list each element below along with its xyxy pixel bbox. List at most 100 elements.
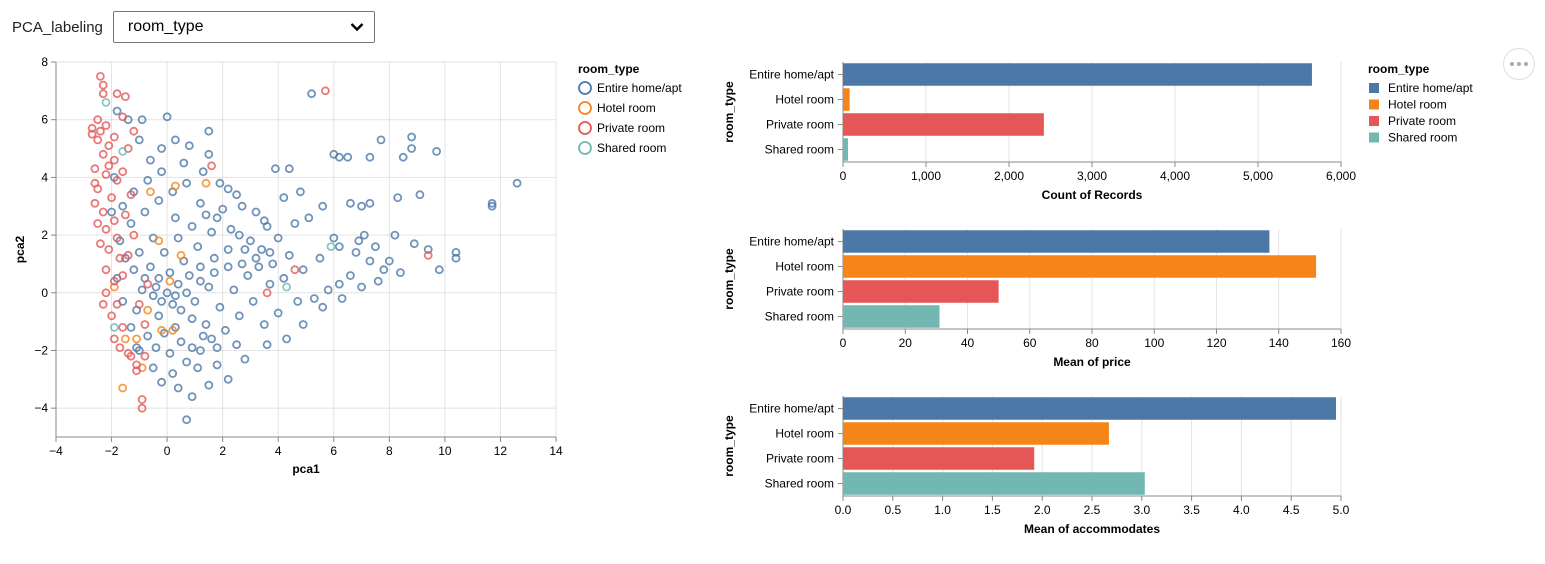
scatter-point	[168, 325, 178, 335]
scatter-tick-label-x: 10	[438, 444, 452, 458]
scatter-point	[129, 230, 139, 240]
scatter-point	[121, 210, 130, 220]
scatter-point	[279, 193, 289, 203]
scatter-point	[154, 273, 164, 283]
scatter-point	[290, 219, 300, 228]
bar-legend-title: room_type	[1368, 62, 1430, 76]
scatter-point	[376, 135, 386, 145]
scatter-point	[248, 296, 258, 306]
scatter-point	[365, 198, 375, 208]
scatter-point	[232, 190, 242, 200]
scatter-point	[204, 282, 214, 292]
bar-tick-label-x: 120	[1206, 336, 1226, 350]
scatter-point	[132, 360, 142, 370]
scatter-point	[187, 343, 197, 353]
scatter-point	[173, 233, 183, 243]
scatter-point	[109, 282, 119, 292]
scatter-point	[323, 285, 333, 295]
scatter-point	[182, 357, 192, 367]
scatter-point	[170, 213, 180, 223]
bar-tick-label-x: 0.5	[884, 503, 901, 517]
scatter-point	[168, 299, 178, 309]
scatter-point	[112, 299, 122, 309]
bar	[843, 397, 1337, 420]
scatter-point	[126, 351, 136, 361]
bar	[843, 305, 940, 328]
scatter-point	[179, 158, 189, 168]
scatter-point	[101, 288, 111, 298]
scatter-point	[395, 268, 405, 278]
scatter-point	[351, 247, 361, 257]
scatter-point	[157, 377, 167, 387]
bar-tick-label-x: 5,000	[1243, 169, 1273, 183]
scatter-point	[98, 80, 108, 90]
scatter-point	[334, 279, 344, 289]
scatter-tick-label-y: 6	[41, 113, 48, 127]
scatter-tick-label-x: −2	[105, 444, 119, 458]
scatter-point	[207, 161, 217, 171]
bar-tick-label-x: 1.5	[984, 503, 1001, 517]
scatter-point	[140, 273, 150, 283]
scatter-point	[182, 178, 192, 188]
scatter-point	[126, 190, 136, 200]
scatter-point	[143, 305, 153, 315]
scatter-point	[98, 89, 108, 99]
scatter-point	[112, 175, 122, 185]
scatter-point	[134, 247, 144, 257]
scatter-tick-label-x: 6	[330, 444, 337, 458]
scatter-point	[107, 207, 116, 217]
scatter-point	[218, 204, 228, 214]
bar-category-label: Private room	[766, 285, 834, 299]
scatter-point	[409, 239, 419, 249]
scatter-point	[298, 265, 308, 275]
scatter-point	[407, 132, 417, 142]
scatter-point	[118, 146, 128, 156]
room-type-select[interactable]: room_type	[112, 11, 375, 43]
scatter-legend-label: Shared room	[597, 141, 666, 155]
bar	[843, 88, 850, 111]
scatter-point	[259, 216, 269, 226]
scatter-point	[487, 201, 497, 211]
bar-tick-label-x: 4.5	[1283, 503, 1300, 517]
scatter-point	[487, 198, 497, 208]
chevron-down-icon	[350, 23, 364, 32]
scatter-point	[223, 262, 233, 272]
select-value: room_type	[127, 18, 204, 35]
scatter-point	[145, 262, 155, 272]
scatter-point	[251, 207, 261, 217]
bar-y-axis-title: room_type	[722, 248, 736, 310]
scatter-point	[284, 164, 294, 174]
bar-category-label: Private room	[766, 452, 834, 466]
scatter-point	[173, 279, 183, 289]
bar-legend-label: Hotel room	[1388, 98, 1447, 112]
scatter-point	[223, 245, 233, 254]
scatter-tick-label-y: 4	[41, 170, 48, 184]
scatter-point	[370, 242, 380, 252]
scatter-point	[123, 144, 133, 153]
bar-category-label: Shared room	[765, 477, 834, 491]
scatter-point	[123, 115, 133, 125]
scatter-point	[118, 296, 128, 306]
scatter-point	[168, 369, 178, 378]
scatter-point	[290, 265, 300, 275]
ellipsis-icon[interactable]	[1503, 48, 1535, 80]
scatter-point	[109, 132, 119, 142]
scatter-point	[121, 92, 130, 101]
scatter-point	[273, 233, 283, 243]
scatter-point	[304, 213, 314, 223]
scatter-tick-label-x: 8	[386, 444, 393, 458]
bar-category-label: Entire home/apt	[749, 402, 834, 416]
scatter-point	[182, 288, 192, 298]
scatter-point	[129, 126, 139, 136]
scatter-point	[240, 245, 250, 254]
scatter-point	[415, 190, 425, 200]
scatter-point	[279, 273, 289, 283]
scatter-point	[237, 259, 247, 269]
scatter-point	[93, 219, 103, 228]
scatter-point	[123, 348, 133, 358]
scatter-point	[451, 247, 461, 257]
scatter-point	[190, 296, 200, 306]
scatter-point	[90, 198, 100, 208]
scatter-point	[112, 273, 122, 283]
scatter-point	[115, 253, 125, 263]
